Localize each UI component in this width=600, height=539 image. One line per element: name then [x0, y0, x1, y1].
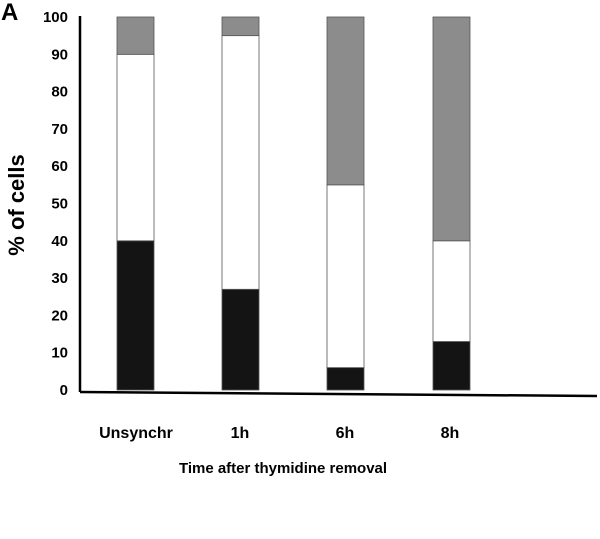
- y-tick-label: 30: [51, 270, 68, 287]
- x-tick-label: Unsynchr: [99, 425, 173, 442]
- category-labels: Unsynchr 1h 6h 8h: [99, 425, 459, 442]
- x-axis-label: Time after thymidine removal: [179, 460, 387, 477]
- bar-segment: [432, 341, 471, 391]
- bar-segment: [326, 16, 365, 186]
- y-tick-label: 10: [51, 345, 68, 362]
- y-tick-label: 80: [51, 84, 68, 101]
- bar-segment: [116, 53, 155, 242]
- bar-segment: [221, 288, 260, 391]
- y-tick-label: 90: [51, 46, 68, 63]
- y-axis-ticks: 0 10 20 30 40 50 60 70 80 90 100: [43, 9, 68, 399]
- x-axis-line: [79, 390, 598, 398]
- bar-segment: [221, 35, 260, 290]
- y-tick-label: 20: [51, 307, 68, 324]
- bars-group: [116, 16, 471, 391]
- x-tick-label: 8h: [441, 425, 460, 442]
- bar-segment: [221, 16, 260, 37]
- y-tick-label: 60: [51, 158, 68, 175]
- x-tick-label: 1h: [231, 425, 250, 442]
- bar-segment: [326, 367, 365, 391]
- y-axis-label: % of cells: [4, 154, 29, 255]
- y-tick-label: 70: [51, 121, 68, 138]
- y-tick-label: 40: [51, 233, 68, 250]
- y-tick-label: 100: [43, 9, 68, 26]
- bar-segment: [326, 184, 365, 369]
- y-tick-label: 0: [60, 382, 68, 399]
- x-tick-label: 6h: [336, 425, 355, 442]
- bar-segment: [116, 240, 155, 391]
- bar-segment: [116, 16, 155, 55]
- bar-segment: [432, 240, 471, 342]
- y-tick-label: 50: [51, 196, 68, 213]
- panel-label: A: [1, 0, 18, 26]
- bar-segment: [432, 16, 471, 242]
